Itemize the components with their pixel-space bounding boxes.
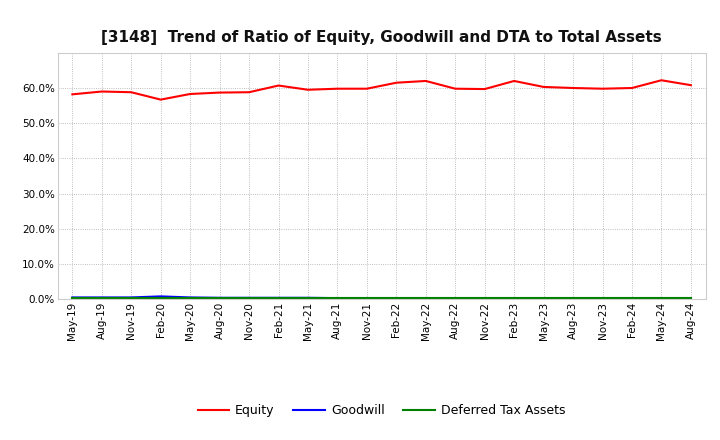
Equity (186, 92, 194, 97)
Equity (539, 84, 548, 90)
Goodwill (451, 296, 459, 301)
Deferred Tax Assets (598, 296, 607, 301)
Equity (304, 87, 312, 92)
Deferred Tax Assets (245, 296, 253, 301)
Equity (97, 89, 106, 94)
Equity (363, 86, 372, 92)
Deferred Tax Assets (333, 296, 342, 301)
Deferred Tax Assets (628, 296, 636, 301)
Deferred Tax Assets (480, 296, 489, 301)
Goodwill (245, 295, 253, 301)
Equity (215, 90, 224, 95)
Goodwill (392, 296, 400, 301)
Deferred Tax Assets (421, 296, 430, 301)
Equity (127, 90, 135, 95)
Legend: Equity, Goodwill, Deferred Tax Assets: Equity, Goodwill, Deferred Tax Assets (193, 399, 570, 422)
Deferred Tax Assets (274, 296, 283, 301)
Goodwill (569, 296, 577, 301)
Equity (598, 86, 607, 92)
Title: [3148]  Trend of Ratio of Equity, Goodwill and DTA to Total Assets: [3148] Trend of Ratio of Equity, Goodwil… (102, 29, 662, 45)
Deferred Tax Assets (657, 296, 666, 301)
Deferred Tax Assets (304, 296, 312, 301)
Goodwill (127, 295, 135, 300)
Equity (687, 83, 696, 88)
Deferred Tax Assets (687, 296, 696, 301)
Goodwill (304, 295, 312, 301)
Deferred Tax Assets (68, 296, 76, 301)
Goodwill (687, 296, 696, 301)
Deferred Tax Assets (392, 296, 400, 301)
Line: Equity: Equity (72, 80, 691, 99)
Goodwill (363, 296, 372, 301)
Goodwill (480, 296, 489, 301)
Equity (569, 85, 577, 91)
Equity (628, 85, 636, 91)
Goodwill (186, 295, 194, 300)
Goodwill (97, 295, 106, 300)
Goodwill (421, 296, 430, 301)
Goodwill (657, 296, 666, 301)
Line: Goodwill: Goodwill (72, 297, 691, 298)
Goodwill (274, 295, 283, 301)
Equity (68, 92, 76, 97)
Equity (245, 90, 253, 95)
Equity (333, 86, 342, 92)
Deferred Tax Assets (186, 296, 194, 301)
Deferred Tax Assets (215, 296, 224, 301)
Deferred Tax Assets (510, 296, 518, 301)
Equity (657, 77, 666, 83)
Goodwill (628, 296, 636, 301)
Goodwill (539, 296, 548, 301)
Deferred Tax Assets (97, 296, 106, 301)
Equity (156, 97, 165, 102)
Equity (421, 78, 430, 84)
Deferred Tax Assets (451, 296, 459, 301)
Equity (274, 83, 283, 88)
Deferred Tax Assets (156, 296, 165, 301)
Deferred Tax Assets (539, 296, 548, 301)
Deferred Tax Assets (569, 296, 577, 301)
Goodwill (598, 296, 607, 301)
Goodwill (68, 295, 76, 300)
Goodwill (333, 296, 342, 301)
Equity (480, 86, 489, 92)
Equity (392, 80, 400, 85)
Goodwill (510, 296, 518, 301)
Deferred Tax Assets (363, 296, 372, 301)
Equity (451, 86, 459, 92)
Goodwill (215, 295, 224, 301)
Goodwill (156, 294, 165, 299)
Equity (510, 78, 518, 84)
Deferred Tax Assets (127, 296, 135, 301)
